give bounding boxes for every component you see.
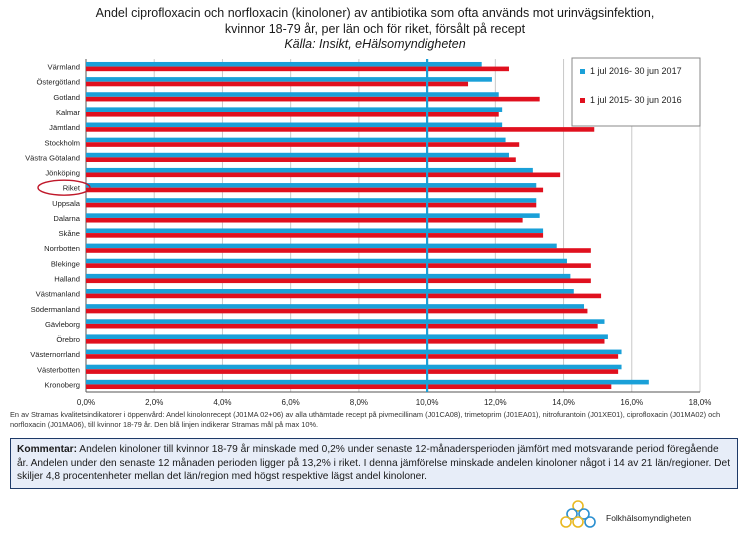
bar-series2: [86, 157, 516, 162]
legend-swatch: [580, 98, 585, 103]
bar-series2: [86, 217, 523, 223]
category-label: Jämtland: [49, 123, 80, 132]
x-tick-label: 10,0%: [416, 398, 439, 407]
x-tick-label: 14,0%: [552, 398, 575, 407]
x-tick-label: 6,0%: [282, 398, 300, 407]
bar-series2: [86, 66, 509, 72]
bar-series2: [86, 142, 520, 147]
bar-series1: [86, 61, 482, 67]
category-label: Västra Götaland: [25, 153, 80, 162]
comment-box: Kommentar: Andelen kinoloner till kvinno…: [10, 438, 738, 489]
legend-label: 1 jul 2015- 30 jun 2016: [590, 95, 682, 105]
chart-title-line1: Andel ciprofloxacin och norfloxacin (kin…: [95, 6, 655, 20]
bar-series1: [86, 334, 608, 340]
bar-series2: [86, 278, 591, 284]
category-label: Stockholm: [45, 138, 80, 147]
category-label: Västernorrland: [30, 350, 80, 359]
bar-series2: [86, 233, 544, 238]
x-tick-label: 18,0%: [689, 398, 712, 407]
chart-source: Källa: Insikt, eHälsomyndigheten: [284, 37, 466, 51]
category-label: Västmanland: [36, 290, 80, 299]
category-label: Norrbotten: [44, 244, 80, 253]
bar-series1: [86, 228, 544, 234]
bar-series1: [86, 304, 585, 309]
bar-series2: [86, 127, 595, 132]
bar-series1: [86, 122, 503, 128]
category-label: Halland: [54, 274, 80, 283]
x-tick-label: 4,0%: [213, 398, 231, 407]
folkhalsomyndigheten-logo: [560, 500, 596, 528]
bar-series2: [86, 339, 605, 344]
bar-series2: [86, 202, 537, 208]
category-label: Kronoberg: [45, 380, 80, 389]
category-label: Västerbotten: [37, 365, 80, 374]
bar-series2: [86, 308, 588, 314]
category-label: Östergötland: [37, 78, 80, 87]
bar-series2: [86, 354, 619, 359]
bar-series1: [86, 364, 622, 370]
category-label: Skåne: [58, 229, 80, 238]
category-label: Gävleborg: [45, 320, 80, 329]
bar-series2: [86, 293, 602, 299]
bar-series1: [86, 258, 567, 264]
bar-series1: [86, 379, 649, 385]
x-tick-label: 2,0%: [145, 398, 163, 407]
category-label: Riket: [63, 184, 81, 193]
bar-series1: [86, 77, 492, 82]
comment-text: Andelen kinoloner till kvinnor 18-79 år …: [17, 444, 731, 482]
bar-series2: [86, 111, 499, 117]
bar-series1: [86, 107, 503, 112]
logo-text: Folkhälsomyndigheten: [606, 513, 692, 523]
category-label: Blekinge: [51, 259, 80, 268]
legend-label: 1 jul 2016- 30 jun 2017: [590, 66, 682, 76]
footnote: En av Stramas kvalitetsindikatorer i öpp…: [10, 410, 721, 429]
bar-series1: [86, 213, 540, 218]
comment-label: Kommentar:: [17, 444, 78, 455]
legend-swatch: [580, 69, 585, 74]
bar-series1: [86, 167, 533, 173]
category-label: Värmland: [48, 63, 81, 72]
category-label: Gotland: [53, 93, 80, 102]
category-label: Jönköping: [45, 169, 80, 178]
x-tick-label: 16,0%: [620, 398, 643, 407]
bar-chart: 0,0% 2,0% 4,0% 6,0% 8,0% 10,0% 12,0% 14,0% 16,0%…: [25, 57, 712, 407]
bar-series2: [86, 384, 612, 390]
bar-series1: [86, 289, 574, 294]
x-tick-label: 0,0%: [77, 398, 95, 407]
category-label: Uppsala: [52, 199, 81, 208]
bar-series1: [86, 273, 571, 279]
bar-series1: [86, 92, 499, 97]
bar-series2: [86, 81, 469, 87]
x-tick-label: 8,0%: [350, 398, 368, 407]
chart-title-line2: kvinnor 18-79 år, per län och för riket,…: [224, 21, 526, 36]
category-label: Örebro: [56, 335, 80, 344]
bar-series2: [86, 323, 598, 329]
category-label: Kalmar: [56, 108, 81, 117]
legend-box: [571, 57, 701, 127]
bar-series2: [86, 263, 591, 268]
bar-series1: [86, 137, 506, 143]
bar-series1: [86, 349, 622, 355]
bar-series1: [86, 152, 509, 158]
category-label: Dalarna: [53, 214, 80, 223]
bar-series2: [86, 369, 619, 374]
bar-series2: [86, 172, 561, 178]
chart-title-block: Andel ciprofloxacin och norfloxacin (kin…: [0, 6, 750, 53]
bar-series1: [86, 243, 557, 249]
bar-series2: [86, 248, 591, 253]
bar-series2: [86, 96, 540, 102]
bar-series1: [86, 183, 537, 188]
bar-series2: [86, 187, 544, 193]
category-label: Södermanland: [31, 305, 80, 314]
bar-series1: [86, 198, 537, 203]
bar-series1: [86, 319, 605, 324]
highlight-ellipse: [37, 179, 91, 196]
x-tick-label: 12,0%: [484, 398, 507, 407]
